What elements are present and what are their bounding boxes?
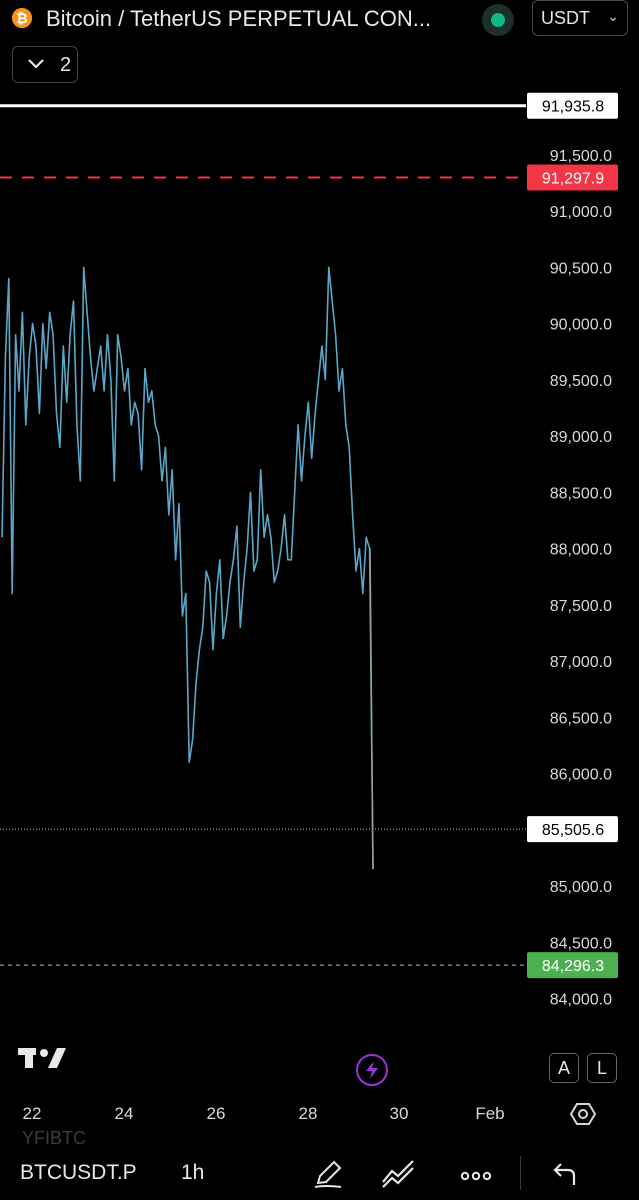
market-status-indicator[interactable] [482, 4, 514, 36]
x-tick-label: 26 [207, 1104, 226, 1123]
bottom-toolbar: BTCUSDT.P 1h [0, 1148, 639, 1200]
compare-symbol-text: YFIBTC [22, 1128, 87, 1148]
symbol-button[interactable]: BTCUSDT.P [20, 1161, 137, 1184]
price-label: 91,297.9 [542, 170, 604, 187]
auto-scale-button[interactable]: A [549, 1053, 579, 1083]
y-tick-label: 85,000.0 [550, 879, 612, 896]
symbol-title[interactable]: Bitcoin / TetherUS PERPETUAL CON... [46, 6, 432, 31]
price-label: 91,935.8 [542, 99, 604, 116]
price-label: 84,296.3 [542, 958, 604, 975]
y-tick-label: 84,000.0 [550, 992, 612, 1009]
price-series-line [1, 266, 374, 870]
undo-icon[interactable] [548, 1156, 584, 1192]
svg-text:₿: ₿ [16, 10, 27, 26]
x-tick-label: 22 [23, 1104, 42, 1123]
y-tick-label: 87,500.0 [550, 598, 612, 615]
currency-select[interactable]: USDT ⌄ [532, 0, 628, 36]
chart-header: ₿ Bitcoin / TetherUS PERPETUAL CON... US… [0, 0, 639, 40]
y-tick-label: 89,000.0 [550, 429, 612, 446]
price-label-box [527, 164, 618, 191]
chevron-down-icon: ⌄ [607, 8, 619, 24]
bitcoin-icon: ₿ [12, 8, 32, 28]
x-tick-label: 30 [390, 1104, 409, 1123]
price-label-box [527, 816, 618, 843]
price-label: 85,505.6 [542, 822, 604, 839]
y-tick-label: 87,000.0 [550, 654, 612, 671]
more-options-icon[interactable] [458, 1156, 494, 1192]
indicator-count: 2 [60, 54, 72, 76]
y-tick-label: 88,000.0 [550, 542, 612, 559]
price-label-box [527, 92, 618, 119]
tradingview-logo-icon [18, 1046, 66, 1075]
y-tick-label: 90,000.0 [550, 317, 612, 334]
flash-icon[interactable] [356, 1054, 388, 1086]
last-candle-wick [369, 548, 374, 870]
log-scale-button[interactable]: L [587, 1053, 617, 1083]
drawing-pen-icon[interactable] [310, 1156, 346, 1192]
interval-button[interactable]: 1h [181, 1161, 205, 1184]
indicators-collapse-button[interactable]: 2 [12, 46, 78, 83]
x-tick-label: 28 [299, 1104, 318, 1123]
chart-settings-icon[interactable] [569, 1101, 597, 1127]
y-tick-label: 91,500.0 [550, 148, 612, 165]
indicators-icon[interactable] [380, 1156, 416, 1192]
y-tick-label: 89,500.0 [550, 373, 612, 390]
y-tick-label: 86,000.0 [550, 767, 612, 784]
x-tick-label: Feb [475, 1104, 504, 1123]
price-chart[interactable]: 91,500.0 91,000.0 90,500.0 90,000.0 89,500.0… [0, 0, 639, 1140]
market-open-dot [491, 13, 505, 27]
chevron-down-icon [28, 59, 44, 69]
price-label-box [527, 952, 618, 979]
currency-label: USDT [541, 8, 590, 28]
toolbar-divider [520, 1156, 521, 1190]
y-tick-label: 86,500.0 [550, 710, 612, 727]
y-tick-label: 91,000.0 [550, 204, 612, 221]
y-tick-label: 90,500.0 [550, 260, 612, 277]
x-tick-label: 24 [115, 1104, 134, 1123]
y-tick-label: 84,500.0 [550, 935, 612, 952]
y-tick-label: 88,500.0 [550, 485, 612, 502]
